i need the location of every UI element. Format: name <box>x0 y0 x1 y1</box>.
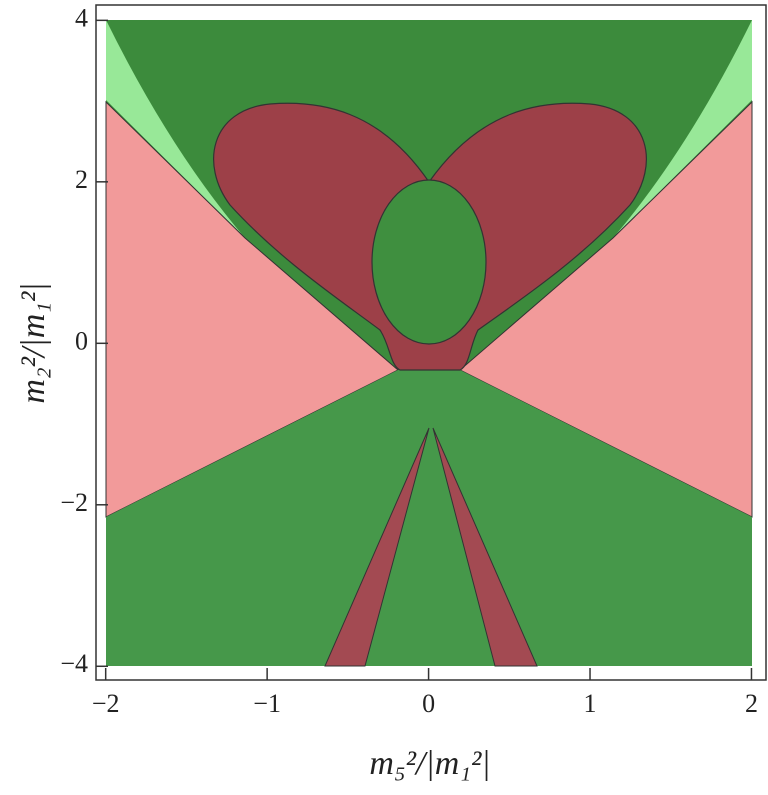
x-tick-label: −1 <box>253 689 281 718</box>
y-axis-label: m₂²/|m₁²| <box>15 282 52 403</box>
region-red <box>324 427 430 667</box>
y-tick-label: −2 <box>60 488 88 517</box>
x-tick-label: 1 <box>584 689 597 718</box>
x-tick-label: 2 <box>745 689 758 718</box>
x-axis-label: m₅²/|m₁²| <box>369 745 490 782</box>
y-tick-label: 2 <box>75 165 88 194</box>
region-green-inner <box>371 179 487 345</box>
regions <box>105 20 753 667</box>
y-tick-label: 0 <box>75 326 88 355</box>
y-tick-label: 4 <box>75 3 88 32</box>
y-tick-label: −4 <box>60 649 88 678</box>
region-red <box>432 427 538 667</box>
x-tick-label: −2 <box>92 689 120 718</box>
frame <box>95 4 767 681</box>
x-tick-label: 0 <box>422 689 435 718</box>
region-green-lower <box>106 370 752 666</box>
